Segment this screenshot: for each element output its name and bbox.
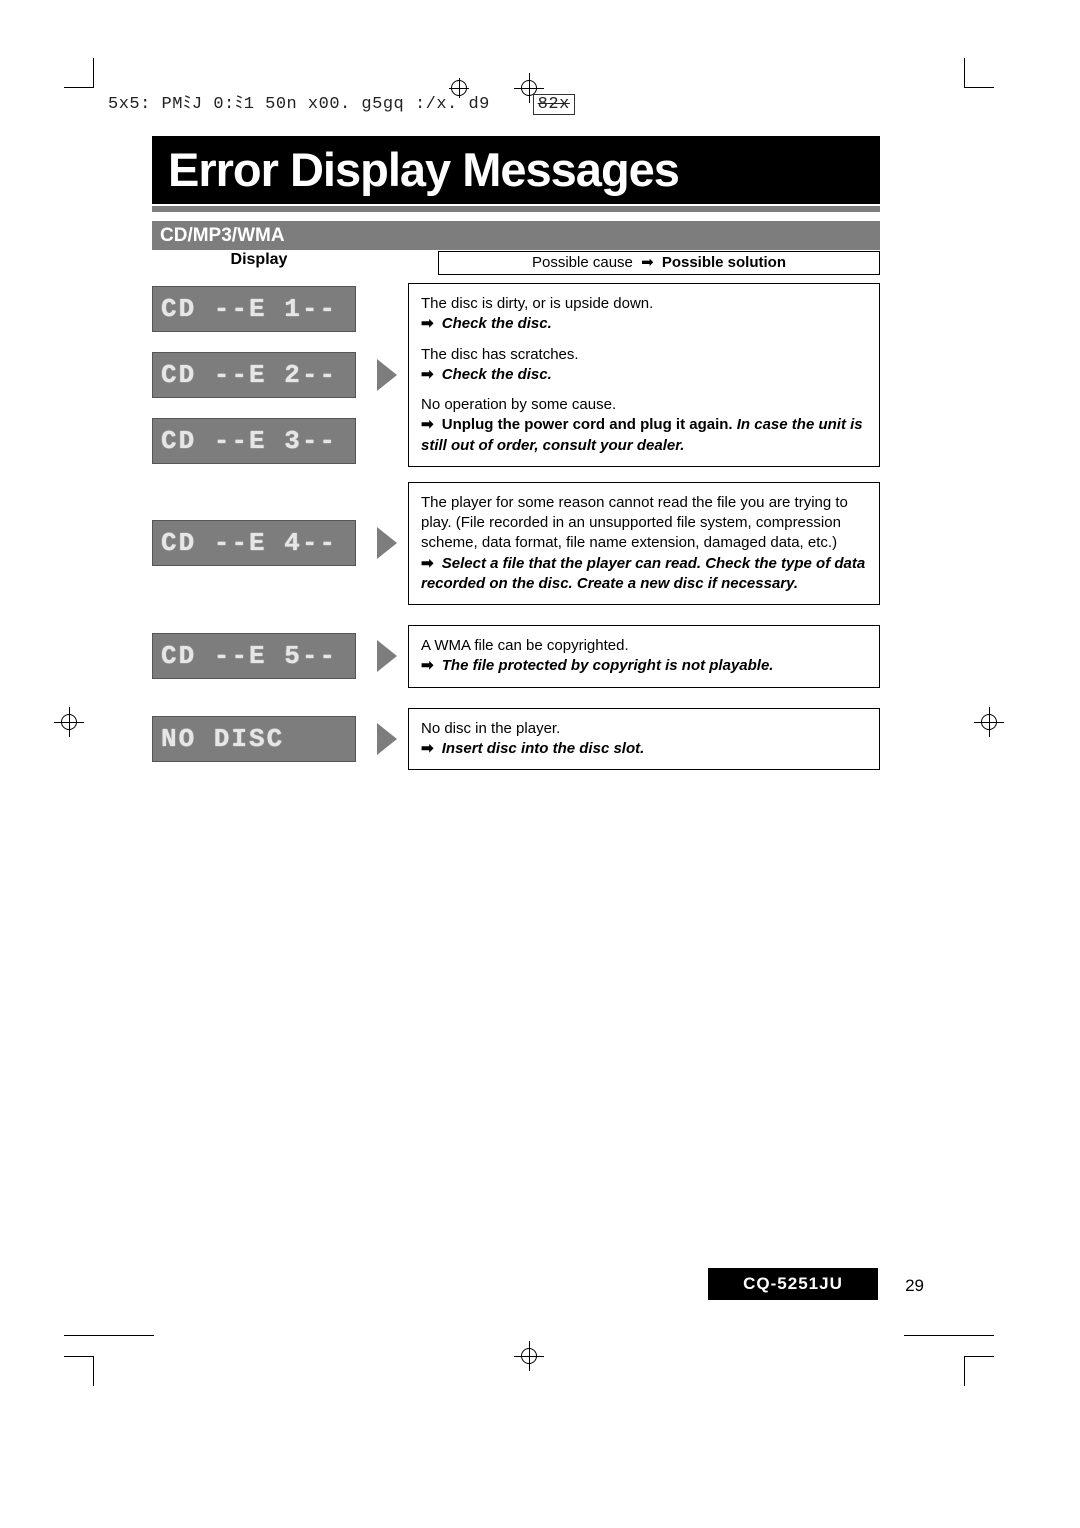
arrow-icon: ➡ xyxy=(641,254,654,271)
model-badge: CQ-5251JU xyxy=(708,1268,878,1300)
solution-italic: Select a file that the player can read. … xyxy=(421,555,865,592)
arrow-column xyxy=(366,708,408,771)
error-row: CD --E 1-- CD --E 2-- CD --E 3-- The dis… xyxy=(152,283,880,467)
cause-text: No disc in the player. xyxy=(421,719,867,739)
lcd-column: CD --E 5-- xyxy=(152,625,366,688)
cause-text: A WMA file can be copyrighted. xyxy=(421,636,867,656)
lcd-display: CD --E 3-- xyxy=(152,418,356,464)
page-title: Error Display Messages xyxy=(152,136,880,204)
solution-text: ➡ The file protected by copyright is not… xyxy=(421,656,867,676)
content-area: CD --E 1-- CD --E 2-- CD --E 3-- The dis… xyxy=(152,283,880,785)
page-frame: 5x5: PMﾐJ 0:ﾐ1 50n x00. g5gq :/x. d9 82x… xyxy=(94,88,964,1356)
entry: The disc is dirty, or is upside down. ➡ … xyxy=(421,294,867,335)
lcd-display: CD --E 1-- xyxy=(152,286,356,332)
solution-text: ➡ Select a file that the player can read… xyxy=(421,554,867,595)
entry: The disc has scratches. ➡ Check the disc… xyxy=(421,345,867,386)
meta-text: 5x5: PMﾐJ 0:ﾐ1 50n x00. g5gq :/x. d9 xyxy=(108,95,490,114)
meta-stamp: 82x xyxy=(533,94,575,115)
solution-italic: The file protected by copyright is not p… xyxy=(442,657,774,674)
hairline xyxy=(64,1335,154,1336)
solution-box: The player for some reason cannot read t… xyxy=(408,482,880,605)
header-display: Display xyxy=(152,251,366,275)
crop-mark xyxy=(64,58,94,88)
entry: The player for some reason cannot read t… xyxy=(421,493,867,594)
solution-text: ➡ Check the disc. xyxy=(421,365,867,385)
solution-text: ➡ Check the disc. xyxy=(421,314,867,334)
solution-text: ➡ Unplug the power cord and plug it agai… xyxy=(421,415,867,456)
registration-mark-inline xyxy=(449,78,469,98)
cause-text: The disc has scratches. xyxy=(421,345,867,365)
solution-bold: Unplug the power cord and plug it again. xyxy=(442,416,737,433)
header-possible-solution: Possible solution xyxy=(662,254,786,271)
registration-mark xyxy=(54,707,84,737)
error-row: CD --E 4-- The player for some reason ca… xyxy=(152,482,880,605)
triangle-arrow-icon xyxy=(377,359,397,391)
solution-box: The disc is dirty, or is upside down. ➡ … xyxy=(408,283,880,467)
print-meta-line: 5x5: PMﾐJ 0:ﾐ1 50n x00. g5gq :/x. d9 82x xyxy=(108,88,575,114)
solution-box: A WMA file can be copyrighted. ➡ The fil… xyxy=(408,625,880,688)
solution-box: No disc in the player. ➡ Insert disc int… xyxy=(408,708,880,771)
registration-mark xyxy=(974,707,1004,737)
arrow-icon: ➡ xyxy=(421,366,434,383)
crop-mark xyxy=(64,1356,94,1386)
arrow-column xyxy=(366,625,408,688)
header-possible-cause: Possible cause xyxy=(532,254,633,271)
header-solution: Possible cause ➡ Possible solution xyxy=(438,251,880,275)
cause-text: The player for some reason cannot read t… xyxy=(421,493,867,554)
lcd-display: CD --E 4-- xyxy=(152,520,356,566)
entry: A WMA file can be copyrighted. ➡ The fil… xyxy=(421,636,867,677)
solution-text: ➡ Insert disc into the disc slot. xyxy=(421,739,867,759)
arrow-column xyxy=(366,283,408,467)
triangle-arrow-icon xyxy=(377,527,397,559)
lcd-column: CD --E 1-- CD --E 2-- CD --E 3-- xyxy=(152,283,366,467)
solution-italic: Check the disc. xyxy=(442,315,552,332)
column-headers: Display Possible cause ➡ Possible soluti… xyxy=(152,251,880,275)
lcd-display: CD --E 5-- xyxy=(152,633,356,679)
arrow-column xyxy=(366,482,408,605)
cause-text: No operation by some cause. xyxy=(421,395,867,415)
crop-mark xyxy=(964,58,994,88)
hairline xyxy=(904,1335,994,1336)
solution-italic: Check the disc. xyxy=(442,366,552,383)
lcd-column: CD --E 4-- xyxy=(152,482,366,605)
lcd-display: CD --E 2-- xyxy=(152,352,356,398)
triangle-arrow-icon xyxy=(377,723,397,755)
lcd-column: NO DISC xyxy=(152,708,366,771)
entry: No operation by some cause. ➡ Unplug the… xyxy=(421,395,867,456)
lcd-display: NO DISC xyxy=(152,716,356,762)
arrow-icon: ➡ xyxy=(421,740,434,757)
error-row: CD --E 5-- A WMA file can be copyrighted… xyxy=(152,625,880,688)
section-heading: CD/MP3/WMA xyxy=(152,221,880,250)
arrow-icon: ➡ xyxy=(421,555,434,572)
registration-mark xyxy=(514,1341,544,1371)
title-stripe xyxy=(152,206,880,212)
triangle-arrow-icon xyxy=(377,640,397,672)
arrow-icon: ➡ xyxy=(421,416,434,433)
solution-italic: Insert disc into the disc slot. xyxy=(442,740,645,757)
error-row: NO DISC No disc in the player. ➡ Insert … xyxy=(152,708,880,771)
cause-text: The disc is dirty, or is upside down. xyxy=(421,294,867,314)
arrow-icon: ➡ xyxy=(421,315,434,332)
page-number: 29 xyxy=(905,1276,924,1296)
entry: No disc in the player. ➡ Insert disc int… xyxy=(421,719,867,760)
arrow-icon: ➡ xyxy=(421,657,434,674)
crop-mark xyxy=(964,1356,994,1386)
